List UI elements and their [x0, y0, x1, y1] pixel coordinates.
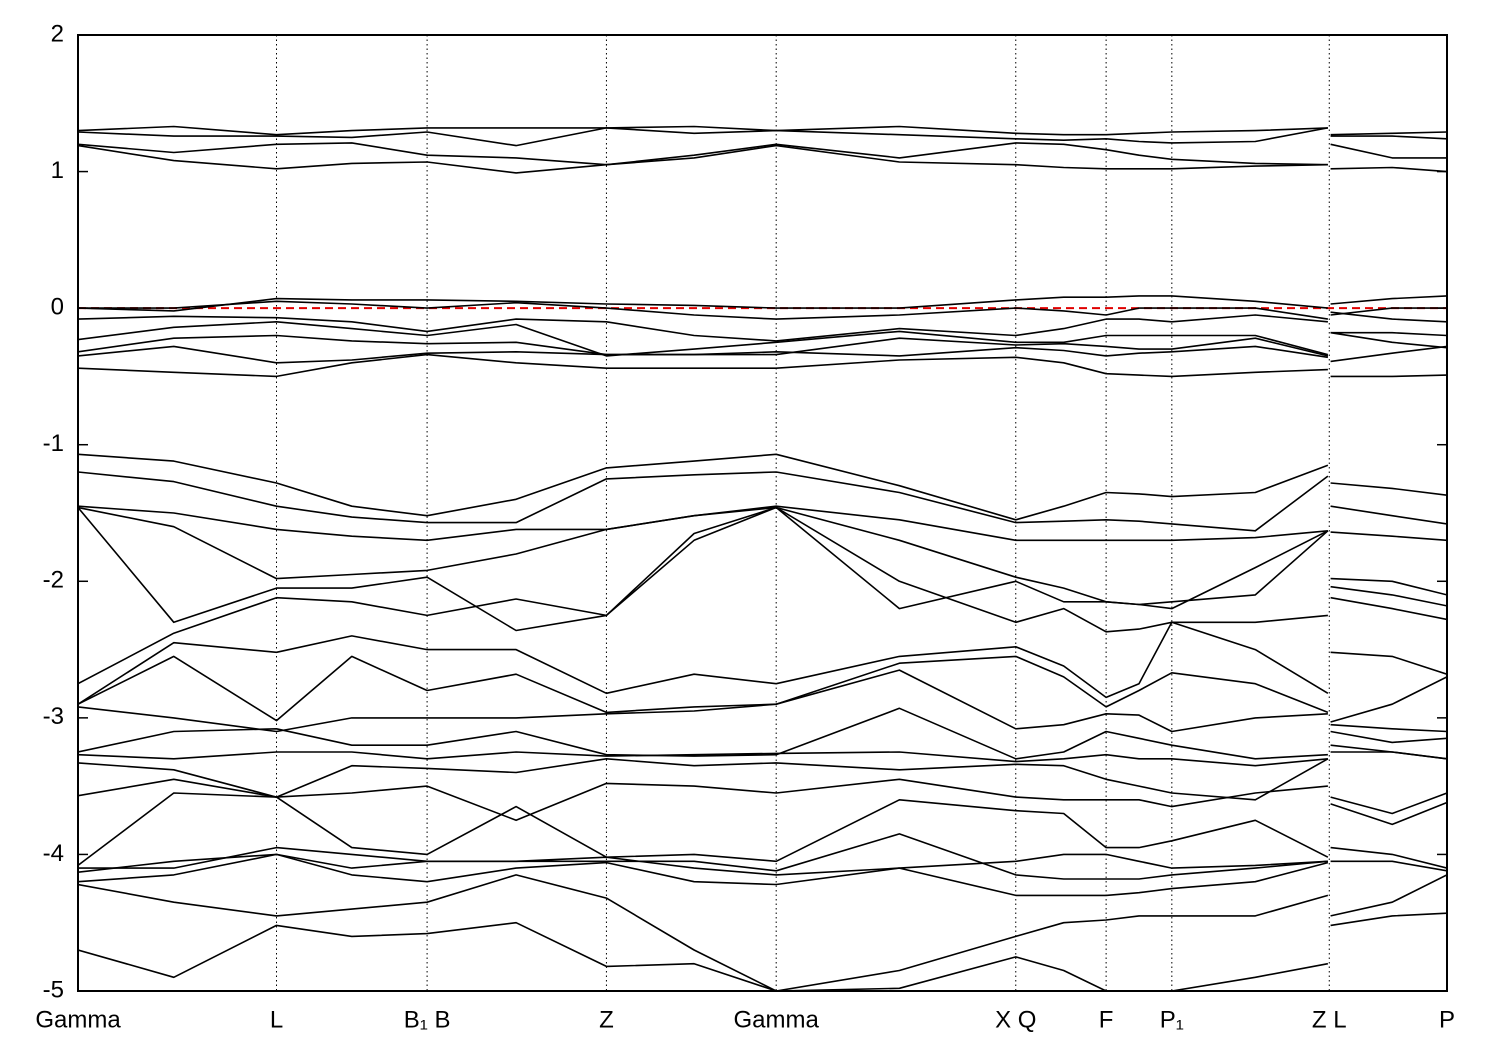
- y-tick-label: -4: [43, 840, 64, 867]
- y-tick-label: -1: [43, 430, 64, 457]
- band-line: [78, 311, 1447, 342]
- band-line: [78, 295, 1447, 312]
- band-line: [78, 144, 1447, 174]
- x-tick-label: Z L: [1312, 1006, 1347, 1033]
- x-tick-label: Z: [599, 1006, 614, 1033]
- band-line: [78, 853, 1447, 917]
- band-line: [78, 300, 1447, 320]
- band-line: [78, 778, 1447, 822]
- labels-layer: -5 -4 -3 -2 -1 0 1 2 Gamma L B₁ B Z Gamma X Q F P₁ Z L P: [35, 20, 1455, 1033]
- band-line: [78, 506, 1447, 632]
- y-tick-label: -2: [43, 567, 64, 594]
- x-tick-label: L: [270, 1006, 283, 1033]
- band-line: [78, 874, 1447, 991]
- band-line: [78, 127, 1447, 147]
- band-line: [78, 506, 1447, 685]
- x-tick-label: P₁: [1160, 1006, 1184, 1033]
- x-tick-label: B₁ B: [404, 1006, 451, 1033]
- y-tick-label: 2: [51, 20, 64, 47]
- band-line: [78, 506, 1447, 610]
- plot-frame: [77, 34, 1448, 992]
- band-line: [78, 751, 1447, 801]
- band-line: [78, 321, 1447, 357]
- band-line: [78, 621, 1447, 705]
- band-line: [78, 792, 1447, 867]
- x-tick-label: Gamma: [734, 1006, 820, 1033]
- y-tick-label: 1: [51, 157, 64, 184]
- y-tick-label: 0: [51, 293, 64, 320]
- x-tick-label: F: [1099, 1006, 1114, 1033]
- grid-layer: [78, 34, 1447, 992]
- band-line: [78, 655, 1447, 723]
- x-tick-label: P: [1439, 1006, 1455, 1033]
- band-line: [78, 669, 1447, 733]
- band-line: [78, 846, 1447, 876]
- y-tick-label: -3: [43, 703, 64, 730]
- band-line: [78, 453, 1447, 521]
- y-tick-label: -5: [43, 976, 64, 1003]
- x-tick-label: X Q: [995, 1006, 1036, 1033]
- band-line: [78, 707, 1447, 760]
- band-line: [78, 921, 1329, 991]
- band-line: [78, 142, 1447, 166]
- band-line: [78, 833, 1447, 880]
- band-line: [78, 471, 1447, 532]
- bands-layer: [78, 125, 1447, 991]
- x-tick-label: Gamma: [35, 1006, 121, 1033]
- band-line: [78, 353, 1447, 378]
- band-line: [78, 331, 1447, 357]
- band-line: [78, 505, 1447, 542]
- band-line: [78, 345, 1447, 364]
